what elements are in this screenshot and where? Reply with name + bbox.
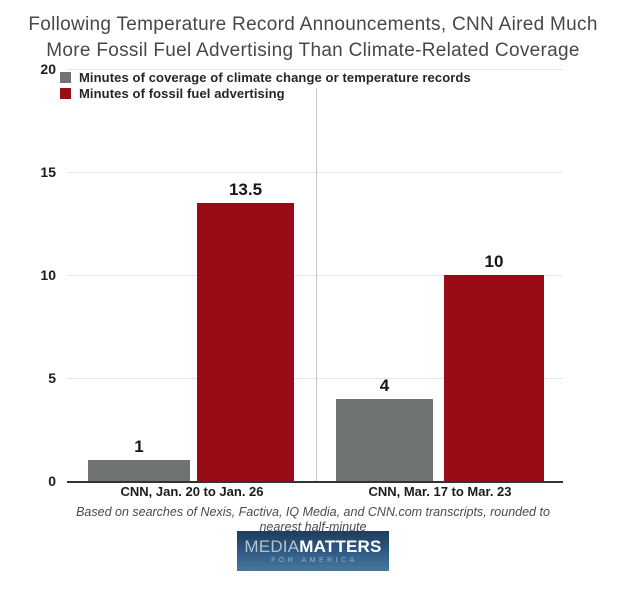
y-axis-tick-label-20: 20 — [40, 61, 56, 77]
legend-item-climate-coverage: Minutes of coverage of climate change or… — [60, 70, 471, 85]
bar-fossil-ads-mar: 10 — [444, 252, 544, 481]
legend-label-fossil-ads: Minutes of fossil fuel advertising — [79, 86, 285, 101]
gridline-10 — [67, 275, 563, 276]
logo-tagline: FOR AMERICA — [271, 556, 358, 564]
chart-title: Following Temperature Record Announcemen… — [0, 12, 626, 64]
bar-value-climate-jan: 1 — [134, 437, 144, 456]
footnote: Based on searches of Nexis, Factiva, IQ … — [76, 505, 550, 534]
y-axis-tick-label-5: 5 — [48, 370, 56, 386]
legend-swatch-gray-icon — [60, 72, 71, 83]
gridline-15 — [67, 172, 563, 173]
logo-brand-matters: MATTERS — [299, 536, 382, 556]
y-axis-tick-label-15: 15 — [40, 164, 56, 180]
logo-brand: MEDIAMATTERS — [244, 538, 381, 555]
bar-fossil-ads-jan: 13.5 — [197, 180, 294, 481]
bar-value-fossil-jan: 13.5 — [228, 180, 263, 199]
gridline-20 — [67, 69, 563, 70]
gridline-5 — [67, 378, 563, 379]
legend: Minutes of coverage of climate change or… — [60, 70, 471, 102]
group-divider-line — [316, 88, 317, 481]
bar-climate-coverage-jan: 1 — [88, 437, 190, 481]
x-axis-label-jan: CNN, Jan. 20 to Jan. 26 — [120, 484, 264, 499]
y-axis-tick-label-10: 10 — [40, 267, 56, 283]
legend-item-fossil-ads: Minutes of fossil fuel advertising — [60, 86, 471, 101]
chart-title-line-2: More Fossil Fuel Advertising Than Climat… — [46, 40, 580, 61]
media-matters-logo: MEDIAMATTERS FOR AMERICA — [237, 531, 389, 571]
legend-swatch-red-icon — [60, 88, 71, 99]
logo-brand-media: MEDIA — [244, 536, 300, 556]
legend-label-climate-coverage: Minutes of coverage of climate change or… — [79, 70, 471, 85]
bar-value-fossil-mar: 10 — [484, 252, 504, 271]
chart-title-line-1: Following Temperature Record Announcemen… — [28, 14, 598, 35]
bar-value-climate-mar: 4 — [379, 376, 390, 395]
bar-climate-coverage-mar: 4 — [336, 376, 433, 481]
x-axis-label-mar: CNN, Mar. 17 to Mar. 23 — [368, 484, 512, 499]
y-axis-tick-label-0: 0 — [48, 473, 56, 489]
plot-area: 1 13.5 4 10 — [67, 69, 563, 483]
